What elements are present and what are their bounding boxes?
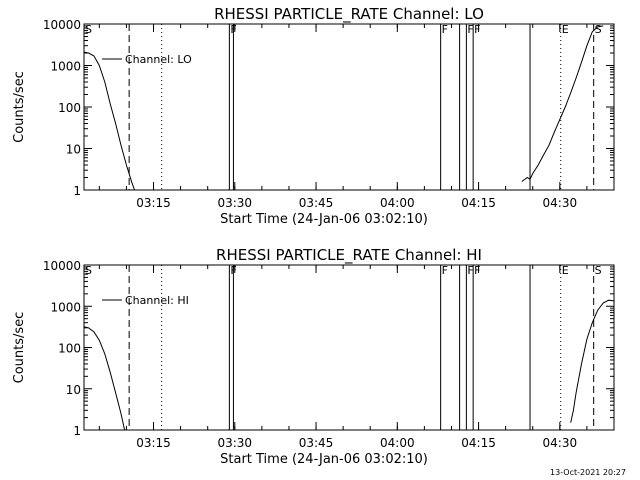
corner-flag: S — [85, 23, 92, 36]
event-flag: F — [474, 23, 480, 36]
x-tick-label: 04:00 — [380, 436, 415, 450]
plot-frame — [83, 23, 615, 191]
x-axis-label: Start Time (24-Jan-06 03:02:10) — [220, 212, 428, 227]
event-flag: E — [562, 264, 569, 277]
event-flag: F — [474, 264, 480, 277]
event-flag: F — [467, 264, 473, 277]
chart-panel-2: RHESSI PARTICLE_RATE Channel: HIFFFFESS1… — [12, 246, 615, 467]
chart-panel-1: RHESSI PARTICLE_RATE Channel: LOFFFFESS1… — [12, 5, 615, 227]
y-tick-label: 1 — [73, 424, 81, 438]
footer-timestamp: 13-Oct-2021 20:27 — [550, 468, 626, 477]
x-tick-label: 04:15 — [461, 436, 496, 450]
event-flag: E — [562, 23, 569, 36]
x-axis-label: Start Time (24-Jan-06 03:02:10) — [220, 452, 428, 467]
x-tick-label: 03:30 — [217, 436, 252, 450]
x-tick-label: 04:00 — [380, 196, 415, 210]
series-line — [84, 51, 136, 190]
series-line — [521, 25, 604, 182]
x-tick-label: 04:30 — [543, 436, 578, 450]
y-tick-label: 10000 — [43, 259, 81, 273]
y-tick-label: 10 — [66, 143, 81, 157]
x-tick-label: 03:30 — [217, 196, 252, 210]
event-flag: S — [595, 264, 602, 277]
y-axis-label: Counts/sec — [12, 71, 27, 143]
y-tick-label: 100 — [58, 342, 81, 356]
corner-flag: S — [85, 264, 92, 277]
event-flag: F — [442, 23, 448, 36]
y-tick-label: 1 — [73, 184, 81, 198]
event-flag: F — [442, 264, 448, 277]
chart-title: RHESSI PARTICLE_RATE Channel: LO — [214, 5, 484, 24]
x-tick-label: 04:30 — [543, 196, 578, 210]
x-tick-label: 03:45 — [299, 196, 334, 210]
legend-entry: Channel: HI — [125, 294, 189, 307]
y-tick-label: 10000 — [43, 18, 81, 32]
y-tick-label: 100 — [58, 101, 81, 115]
event-flag: S — [595, 23, 602, 36]
y-tick-label: 10 — [66, 383, 81, 397]
series-line — [84, 326, 126, 430]
x-tick-label: 03:15 — [136, 196, 171, 210]
y-tick-label: 1000 — [50, 60, 81, 74]
event-flag: F — [467, 23, 473, 36]
legend-entry: Channel: LO — [125, 53, 192, 66]
x-tick-label: 03:45 — [299, 436, 334, 450]
y-tick-label: 1000 — [50, 300, 81, 314]
series-line — [570, 299, 614, 423]
y-axis-label: Counts/sec — [12, 312, 27, 384]
x-tick-label: 03:15 — [136, 436, 171, 450]
x-tick-label: 04:15 — [461, 196, 496, 210]
chart-title: RHESSI PARTICLE_RATE Channel: HI — [216, 246, 482, 265]
plot-frame — [83, 264, 615, 431]
